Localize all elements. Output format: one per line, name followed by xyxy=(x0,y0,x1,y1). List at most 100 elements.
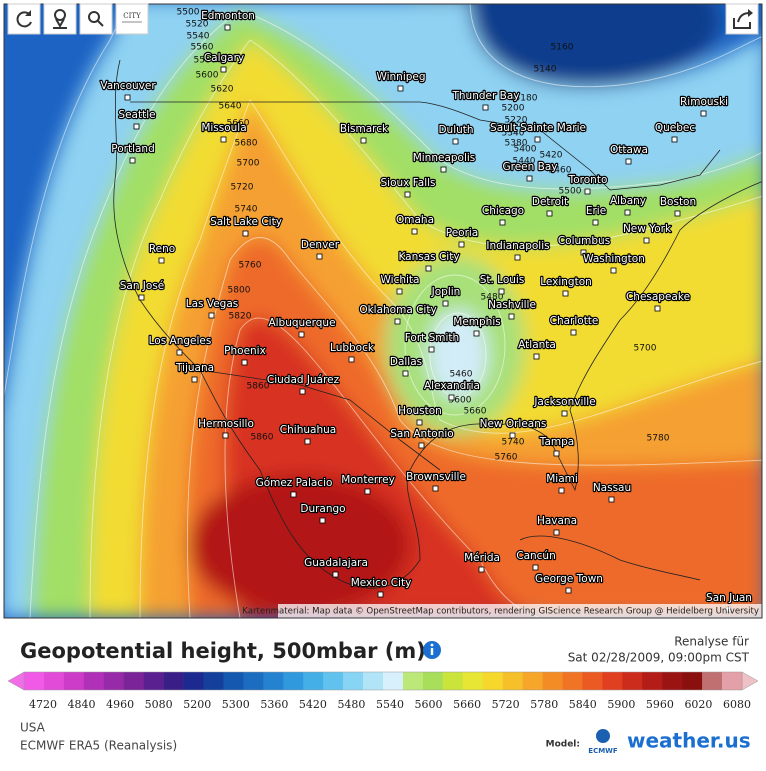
location-button[interactable] xyxy=(43,3,77,35)
city-label[interactable]: George Town xyxy=(534,572,604,586)
city-label[interactable]: Salt Lake City xyxy=(209,215,283,229)
city-label[interactable]: Nassau xyxy=(592,481,633,495)
city-label[interactable]: Joplin xyxy=(429,285,461,299)
city-label[interactable]: Guadalajara xyxy=(303,556,369,570)
city-label[interactable]: Thunder Bay xyxy=(450,89,520,103)
city-label[interactable]: Hermosillo xyxy=(197,417,255,431)
city-label[interactable]: Albuquerque xyxy=(267,316,337,330)
refresh-button[interactable] xyxy=(7,3,41,35)
city-label[interactable]: Mérida xyxy=(463,551,501,565)
contour-label: 5800 xyxy=(228,286,251,296)
city-label[interactable]: Toronto xyxy=(566,173,608,187)
city-marker xyxy=(442,300,449,307)
city-label[interactable]: Peoria xyxy=(445,226,480,240)
city-label[interactable]: Seattle xyxy=(117,108,157,122)
city-label[interactable]: Boston xyxy=(659,195,698,209)
city-label[interactable]: New Orleans xyxy=(478,417,547,431)
city-label[interactable]: Oklahoma City xyxy=(358,303,438,317)
city-label[interactable]: Los Angeles xyxy=(147,334,212,348)
city-label[interactable]: Sioux Falls xyxy=(379,176,436,190)
city-marker xyxy=(124,94,131,101)
city-label[interactable]: Missoula xyxy=(200,121,248,135)
city-label[interactable]: Duluth xyxy=(437,123,474,137)
city-label[interactable]: New York xyxy=(622,222,673,236)
legend-tick-label: 5540 xyxy=(376,698,404,711)
city-label[interactable]: Monterrey xyxy=(340,473,396,487)
city-marker xyxy=(191,376,198,383)
city-label[interactable]: Winnipeg xyxy=(375,70,426,84)
attribution-bg xyxy=(278,604,762,618)
legend-tick-label: 5360 xyxy=(260,698,288,711)
city-label[interactable]: Washington xyxy=(582,252,646,266)
share-button[interactable] xyxy=(725,3,759,35)
city-label[interactable]: Albany xyxy=(609,194,647,208)
city-label[interactable]: Dallas xyxy=(389,355,424,369)
city-button[interactable]: CITY xyxy=(115,3,149,35)
brand[interactable]: weather.us xyxy=(627,729,751,753)
city-label[interactable]: Chesapeake xyxy=(625,290,691,304)
city-label[interactable]: San Juan xyxy=(705,591,753,605)
city-label[interactable]: Columbus xyxy=(557,234,612,248)
city-marker xyxy=(482,104,489,111)
city-marker xyxy=(448,394,455,401)
city-label[interactable]: Bismarck xyxy=(339,122,391,136)
city-label[interactable]: Memphis xyxy=(452,315,502,329)
city-label[interactable]: Jacksonville xyxy=(532,395,597,409)
city-label[interactable]: Cancún xyxy=(515,549,557,563)
city-label[interactable]: Denver xyxy=(300,238,341,252)
city-label[interactable]: Wichita xyxy=(379,273,420,287)
city-label[interactable]: Mexico City xyxy=(350,576,413,590)
city-label[interactable]: Tampa xyxy=(538,435,576,449)
city-label[interactable]: Minneapolis xyxy=(412,151,477,165)
city-label[interactable]: Erie xyxy=(585,204,608,218)
city-label[interactable]: Omaha xyxy=(395,213,435,227)
city-label[interactable]: Havana xyxy=(536,514,578,528)
city-label[interactable]: Detroit xyxy=(531,195,570,209)
city-marker xyxy=(241,359,248,366)
city-label[interactable]: Calgary xyxy=(203,51,246,65)
city-label[interactable]: Durango xyxy=(299,502,347,516)
attribution: Kartenmaterial: Map data © OpenStreetMap… xyxy=(242,607,759,617)
zoom-button[interactable] xyxy=(79,3,113,35)
legend-swatch xyxy=(482,672,503,690)
city-marker xyxy=(608,496,615,503)
city-label[interactable]: Lexington xyxy=(539,275,593,289)
city-label[interactable]: Atlanta xyxy=(517,338,557,352)
city-label[interactable]: Quebec xyxy=(654,121,697,135)
city-label[interactable]: Charlotte xyxy=(548,314,599,328)
city-label[interactable]: Sault Sainte Marie xyxy=(489,121,587,135)
legend-swatch xyxy=(163,672,184,690)
city-label[interactable]: Green Bay xyxy=(501,160,558,174)
city-label[interactable]: Gómez Palacio xyxy=(254,476,333,490)
city-label[interactable]: Phoenix xyxy=(223,344,267,358)
city-label[interactable]: Chicago xyxy=(481,204,526,218)
city-label[interactable]: Houston xyxy=(397,404,443,418)
city-label[interactable]: Alexandria xyxy=(423,379,481,393)
city-label[interactable]: Ottawa xyxy=(609,143,649,157)
city-label[interactable]: St. Louis xyxy=(479,273,526,287)
legend-tick-label: 5300 xyxy=(222,698,250,711)
city-label[interactable]: San Antonio xyxy=(389,427,455,441)
info-icon[interactable] xyxy=(423,641,441,659)
city-label[interactable]: Rimouski xyxy=(679,95,729,109)
city-label[interactable]: Lubbock xyxy=(329,341,376,355)
city-label[interactable]: Kansas City xyxy=(397,250,460,264)
city-label[interactable]: Miami xyxy=(545,472,579,486)
city-label[interactable]: Nashville xyxy=(487,298,537,312)
city-label[interactable]: Chihuahua xyxy=(279,423,338,437)
city-label[interactable]: San José xyxy=(119,279,166,293)
contour-label: 5460 xyxy=(549,166,572,176)
city-label[interactable]: Edmonton xyxy=(200,9,256,23)
city-label[interactable]: Tijuana xyxy=(174,361,216,375)
city-label[interactable]: Indianapolis xyxy=(485,239,551,253)
city-label[interactable]: Reno xyxy=(148,242,177,256)
legend-swatch xyxy=(83,672,105,690)
city-label[interactable]: Brownsville xyxy=(405,470,467,484)
city-label[interactable]: Ciudad Juárez xyxy=(266,373,341,387)
city-label[interactable]: Vancouver xyxy=(99,79,157,93)
city-label[interactable]: Las Vegas xyxy=(185,297,240,311)
city-label[interactable]: Fort Smith xyxy=(404,331,461,345)
contour-label: 5740 xyxy=(235,205,258,215)
city-label[interactable]: Portland xyxy=(110,142,156,156)
